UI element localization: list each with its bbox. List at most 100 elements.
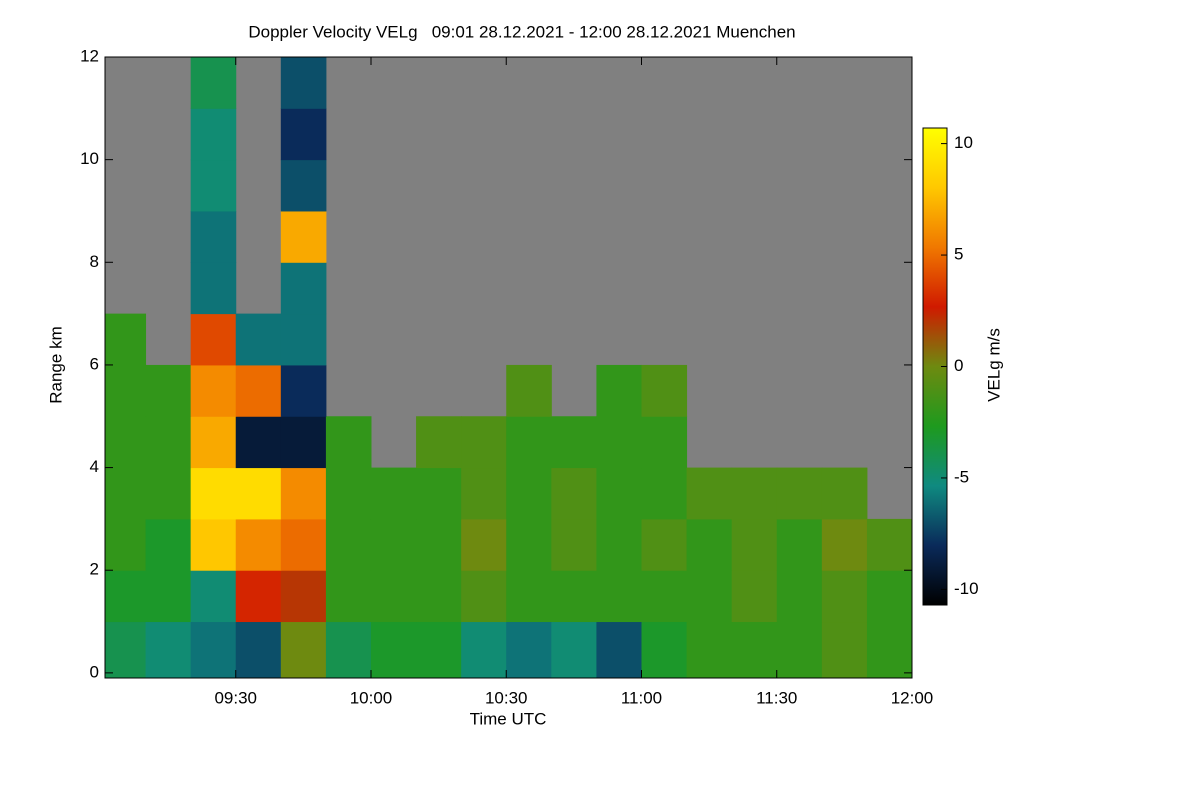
heatmap-cell (731, 467, 778, 520)
heatmap-cell (280, 262, 327, 315)
heatmap-cell (105, 621, 147, 679)
heatmap-cell (461, 416, 507, 469)
heatmap-cell (280, 570, 327, 623)
heatmap-cell (190, 159, 237, 212)
heatmap-cell (461, 467, 507, 520)
heatmap-cell (190, 621, 237, 679)
heatmap-cell (105, 416, 147, 469)
heatmap-cell (190, 57, 237, 109)
heatmap-cell (145, 518, 192, 571)
colorbar-tick-label: 0 (954, 356, 963, 375)
heatmap-cell (325, 621, 372, 679)
y-tick-label: 0 (90, 662, 99, 681)
heatmap-cell (280, 57, 327, 109)
y-tick-label: 12 (80, 46, 99, 65)
heatmap-cell (325, 570, 372, 623)
heatmap-cell (145, 416, 192, 469)
heatmap-cell (280, 108, 327, 161)
heatmap-cell (506, 416, 552, 469)
heatmap-cell (551, 621, 597, 679)
heatmap-cell (551, 570, 597, 623)
heatmap-cell (190, 364, 237, 417)
heatmap-cell (776, 621, 823, 679)
heatmap-cell (686, 570, 733, 623)
heatmap-cell (190, 313, 237, 366)
heatmap-cell (506, 518, 552, 571)
heatmap-cell (596, 467, 642, 520)
heatmap-cell (551, 416, 597, 469)
heatmap-cell (280, 364, 327, 417)
heatmap-cell (821, 570, 868, 623)
heatmap-cell (686, 518, 733, 571)
heatmap-cell (105, 518, 147, 571)
colorbar-tick-label: -5 (954, 467, 969, 486)
x-tick-label: 12:00 (891, 688, 934, 707)
heatmap-cell (551, 467, 597, 520)
heatmap-cell (506, 621, 552, 679)
heatmap-cell (280, 159, 327, 212)
heatmap-cell (731, 621, 778, 679)
heatmap-cell (506, 364, 552, 417)
heatmap-cell (461, 570, 507, 623)
heatmap-cell (596, 416, 642, 469)
plot-frame (104, 56, 913, 679)
heatmap-cell (280, 467, 327, 520)
heatmap-cell (731, 570, 778, 623)
chart-title: Doppler Velocity VELg 09:01 28.12.2021 -… (248, 22, 795, 41)
heatmap-cell (416, 518, 462, 571)
heatmap-cell (461, 518, 507, 571)
heatmap-cell (416, 621, 462, 679)
x-tick-label: 09:30 (214, 688, 257, 707)
y-tick-label: 4 (90, 457, 99, 476)
colorbar-tick-label: 10 (954, 133, 973, 152)
heatmap-cell (190, 416, 237, 469)
heatmap-cell (235, 364, 282, 417)
heatmap-cell (461, 621, 507, 679)
heatmap-cell (641, 364, 688, 417)
heatmap-cell (235, 621, 282, 679)
heatmap-cell (866, 621, 913, 679)
heatmap-cell (686, 621, 733, 679)
heatmap-cell (190, 518, 237, 571)
heatmap-cell (866, 570, 913, 623)
heatmap-cell (325, 518, 372, 571)
heatmap-cell (280, 621, 327, 679)
heatmap-cell (105, 313, 147, 366)
heatmap-cell (776, 467, 823, 520)
colorbar-label: VELg m/s (984, 328, 1003, 402)
heatmap-cell (641, 416, 688, 469)
heatmap-cell (821, 621, 868, 679)
y-tick-label: 2 (90, 560, 99, 579)
heatmap-cell (596, 570, 642, 623)
y-axis-label: Range km (46, 326, 65, 403)
heatmap-cell (105, 467, 147, 520)
heatmap-cell (325, 416, 372, 469)
heatmap-cell (145, 364, 192, 417)
heatmap-cell (235, 416, 282, 469)
heatmap-cell (280, 416, 327, 469)
heatmap-cell (641, 518, 688, 571)
heatmap-cell (190, 108, 237, 161)
heatmap-cell (280, 210, 327, 263)
heatmap-cell (325, 467, 372, 520)
heatmap-cell (551, 518, 597, 571)
heatmap-cell (235, 313, 282, 366)
heatmap-cell (145, 621, 192, 679)
colorbar-tick-label: 5 (954, 245, 963, 264)
heatmap-cell (190, 467, 237, 520)
heatmap-cell (416, 467, 462, 520)
heatmap-cell (596, 364, 642, 417)
heatmap-cell (235, 518, 282, 571)
heatmap-cell (821, 467, 868, 520)
heatmap-cell (776, 518, 823, 571)
heatmap-cell (506, 570, 552, 623)
x-tick-label: 11:00 (621, 688, 662, 707)
heatmap-cell (145, 570, 192, 623)
heatmap-cell (145, 467, 192, 520)
heatmap-cell (596, 621, 642, 679)
x-tick-label: 11:30 (756, 688, 797, 707)
heatmap-cell (641, 570, 688, 623)
heatmap-cell (641, 621, 688, 679)
heatmap-cell (235, 467, 282, 520)
